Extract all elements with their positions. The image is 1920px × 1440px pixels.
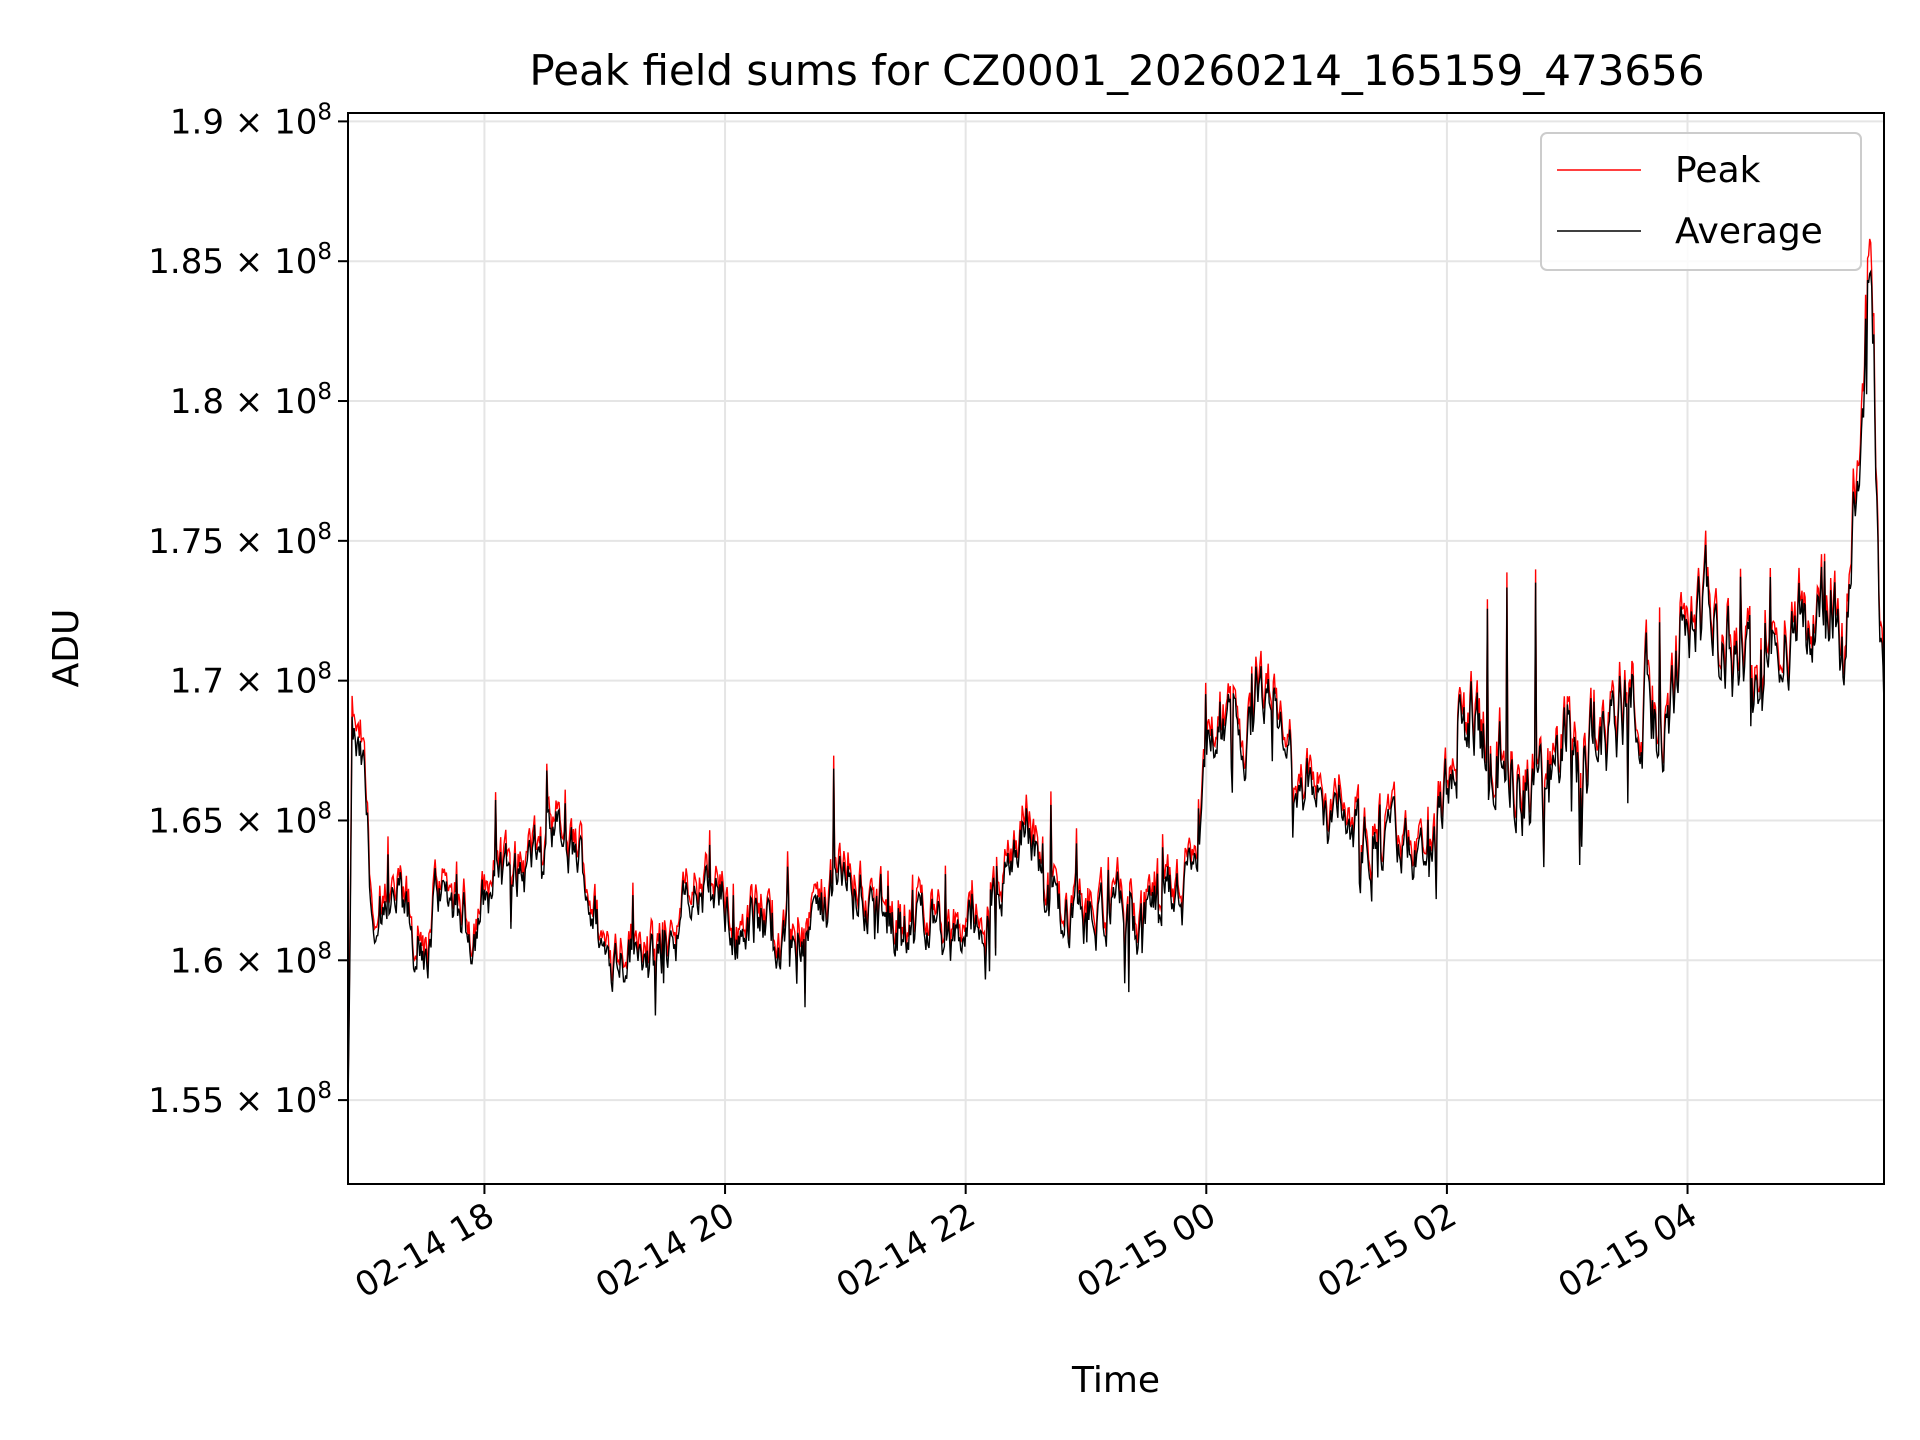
series-line-average [348, 269, 1884, 1108]
x-grid [483, 113, 1689, 1184]
y-tick-label: 1.65 × 108 [148, 798, 332, 841]
plot-frame [347, 112, 1885, 1185]
chart-title: Peak field sums for CZ0001_20260214_1651… [529, 46, 1704, 95]
legend-label-peak: Peak [1675, 150, 1761, 191]
y-axis-ticks: 1.55 × 108 1.6 × 108 1.65 × 108 1.7 × 108 1.… [148, 99, 348, 1121]
legend-label-average: Average [1675, 211, 1823, 252]
y-tick-label: 1.85 × 108 [148, 239, 332, 282]
y-tick-label: 1.75 × 108 [148, 519, 332, 562]
y-tick-label: 1.6 × 108 [170, 938, 332, 981]
y-tick-label: 1.8 × 108 [170, 379, 332, 422]
legend-box [1540, 132, 1862, 271]
y-axis-label: ADU [46, 609, 87, 688]
legend: Peak Average [1540, 132, 1862, 271]
x-axis-label: Time [1071, 1360, 1160, 1401]
y-grid [348, 120, 1884, 1102]
y-tick-label: 1.55 × 108 [148, 1078, 332, 1121]
plot-area [348, 238, 1884, 1108]
y-tick-label: 1.7 × 108 [170, 659, 332, 702]
y-tick-label: 1.9 × 108 [170, 99, 332, 142]
